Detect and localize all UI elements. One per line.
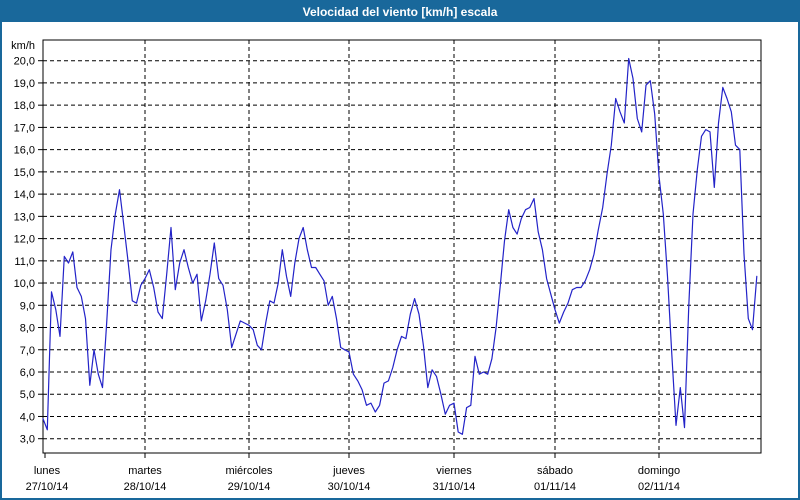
day-name-label: sábado	[537, 465, 573, 477]
y-tick-label: 8,0	[20, 323, 35, 335]
window-title: Velocidad del viento [km/h] escala	[302, 5, 498, 19]
day-date-label: 27/10/14	[26, 481, 69, 493]
y-tick-label: 19,0	[14, 78, 35, 90]
title-bar: Velocidad del viento [km/h] escala	[2, 2, 798, 22]
y-tick-label: 9,0	[20, 300, 35, 312]
chart-area: 20,0 19,0 18,0 17,0 16,0 15,0 14,0 13,0 12,0 11,0…	[2, 22, 798, 498]
y-tick-label: 13,0	[14, 211, 35, 223]
day-name-label: martes	[128, 465, 162, 477]
day-date-label: 01/11/14	[534, 481, 576, 493]
y-tick-label: 7,0	[20, 345, 35, 357]
wind-speed-line	[42, 57, 758, 435]
v-gridlines	[144, 40, 660, 453]
y-tick-label: 12,0	[14, 234, 35, 246]
y-axis-unit-label: km/h	[11, 40, 35, 52]
y-tick-label: 6,0	[20, 367, 35, 379]
day-date-label: 28/10/14	[124, 481, 167, 493]
day-name-label: viernes	[436, 465, 472, 477]
y-tick-label: 18,0	[14, 100, 35, 112]
y-tick-label: 11,0	[14, 256, 35, 268]
x-day-labels: lunes 27/10/14 martes 28/10/14 miércoles 29/1…	[26, 453, 680, 493]
y-tick-label: 16,0	[14, 145, 35, 157]
y-tick-label: 17,0	[14, 122, 35, 134]
day-name-label: jueves	[332, 465, 365, 477]
y-tick-label: 14,0	[14, 189, 35, 201]
y-tick-label: 3,0	[20, 434, 35, 446]
day-date-label: 31/10/14	[433, 481, 476, 493]
y-axis-labels: 20,0 19,0 18,0 17,0 16,0 15,0 14,0 13,0 12,0 11,0…	[14, 56, 43, 446]
y-tick-label: 4,0	[20, 411, 35, 423]
day-name-label: domingo	[638, 465, 680, 477]
y-tick-label: 5,0	[20, 389, 35, 401]
wind-speed-chart: 20,0 19,0 18,0 17,0 16,0 15,0 14,0 13,0 12,0 11,0…	[11, 39, 762, 493]
day-name-label: lunes	[34, 465, 61, 477]
y-tick-label: 10,0	[14, 278, 35, 290]
y-tick-label: 15,0	[14, 167, 35, 179]
plot-border	[42, 39, 762, 454]
day-name-label: miércoles	[225, 465, 273, 477]
day-date-label: 30/10/14	[328, 481, 371, 493]
day-date-label: 02/11/14	[638, 481, 680, 493]
h-gridlines	[43, 60, 761, 440]
day-date-label: 29/10/14	[228, 481, 271, 493]
y-tick-label: 20,0	[14, 56, 35, 68]
